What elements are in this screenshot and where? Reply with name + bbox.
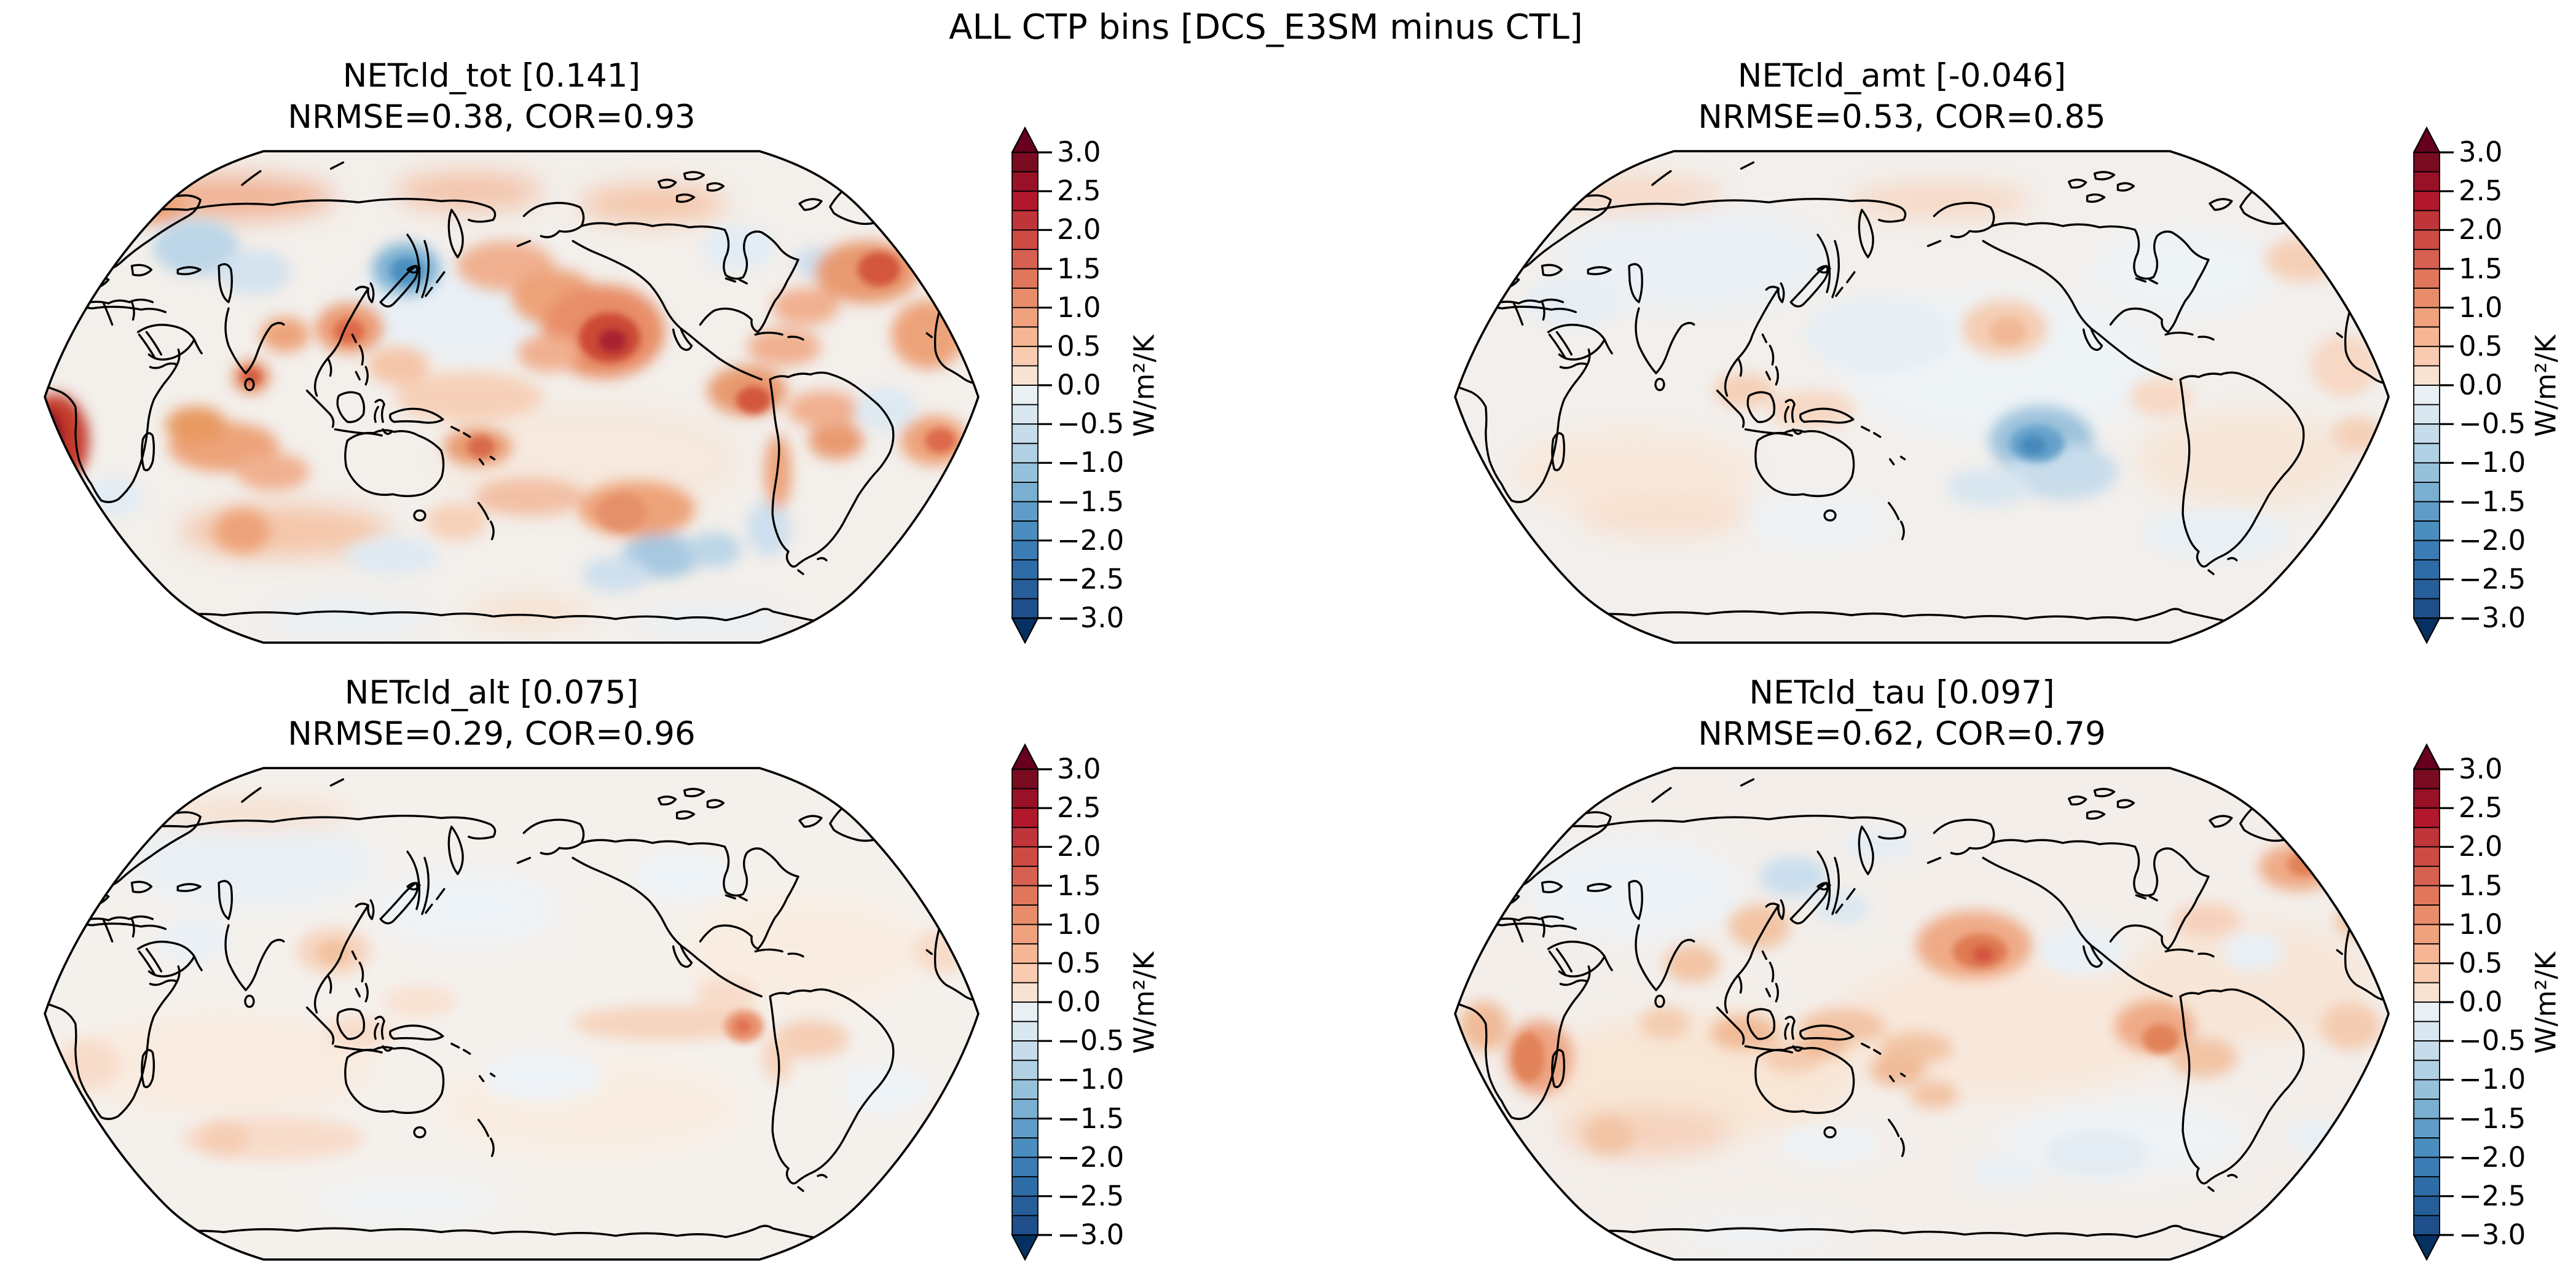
map-netcld-alt [44,767,980,1261]
panel-title-line: NETcld_tau [0.097] [1749,674,2055,712]
colorbar-tick-label: 1.5 [2459,252,2503,285]
colorbar: 3.0 2.5 2.0 1.5 1.0 0.5 0.0 −0.5 −1.0 −1.5 −2.0 −2.… [2413,742,2542,1277]
colorbar-tick-label: 1.0 [1057,291,1101,324]
colorbar-tick-label: −1.5 [2459,1102,2526,1135]
panel-title-line: NETcld_tot [0.141] [342,57,641,95]
colorbar-svg [2413,126,2454,645]
colorbar-tick-label: −3.0 [1057,602,1125,634]
colorbar-tick-label: 1.5 [1057,252,1101,285]
map-netcld-amt [1454,150,2390,644]
colorbar-tick-label: −2.5 [1057,562,1125,595]
colorbar-tick-label: −1.5 [2459,485,2526,518]
colorbar-tick-label: −1.5 [1057,485,1125,518]
colorbar-tick-label: 0.5 [1057,329,1101,363]
colorbar: 3.0 2.5 2.0 1.5 1.0 0.5 0.0 −0.5 −1.0 −1.5 −2.0 −2.… [1011,125,1141,660]
panel-title-netcld-tot: NETcld_tot [0.141] NRMSE=0.38, COR=0.93 [18,55,965,138]
panel-stats-line: NRMSE=0.38, COR=0.93 [288,98,696,136]
colorbar-tick-label: 3.0 [1057,136,1101,168]
colorbar-tick-label: 0.0 [1057,986,1101,1018]
colorbar: 3.0 2.5 2.0 1.5 1.0 0.5 0.0 −0.5 −1.0 −1.5 −2.0 −2.… [1011,742,1141,1277]
panel-title-netcld-amt: NETcld_amt [-0.046] NRMSE=0.53, COR=0.85 [1429,55,2375,138]
colorbar-tick-label: 3.0 [2459,753,2503,785]
figure-suptitle: ALL CTP bins [DCS_E3SM minus CTL] [949,7,1583,47]
colorbar-tick-label: 1.0 [2459,908,2503,941]
colorbar-tick-label: −1.0 [2459,1063,2526,1096]
map-netcld-tot [44,150,980,644]
colorbar-tick-label: −2.5 [2459,562,2526,595]
colorbar-tick-label: 2.0 [1057,213,1101,246]
colorbar-tick-label: −2.0 [1057,1140,1125,1174]
colorbar-tick-label: 2.0 [1057,830,1101,863]
panel-title-line: NETcld_amt [-0.046] [1737,57,2067,95]
colorbar-tick-label: −2.5 [2459,1179,2526,1212]
colorbar-tick-label: 0.5 [2459,329,2503,363]
colorbar-tick-label: 3.0 [1057,753,1101,785]
colorbar-tick-label: −2.0 [2459,523,2526,557]
colorbar-tick-label: 0.5 [1057,946,1101,979]
colorbar-tick-label: −1.0 [2459,446,2526,479]
colorbar-tick-label: −2.0 [1057,523,1125,557]
panel-title-netcld-alt: NETcld_alt [0.075] NRMSE=0.29, COR=0.96 [18,672,965,755]
colorbar-unit-label: W/m²/K [2529,334,2562,437]
colorbar-tick-label: 2.0 [2459,830,2503,863]
colorbar-svg [2413,743,2454,1261]
colorbar-tick-label: −1.0 [1057,446,1125,479]
colorbar-unit-label: W/m²/K [1128,334,1161,437]
colorbar-tick-label: 0.0 [1057,369,1101,401]
colorbar-tick-label: 2.0 [2459,213,2503,246]
panel-title-line: NETcld_alt [0.075] [344,674,639,712]
colorbar-tick-label: 1.5 [2459,869,2503,902]
panel-title-netcld-tau: NETcld_tau [0.097] NRMSE=0.62, COR=0.79 [1429,672,2375,755]
colorbar-tick-label: −3.0 [2459,602,2526,634]
colorbar-tick-label: −0.5 [2459,1024,2526,1057]
panel-stats-line: NRMSE=0.62, COR=0.79 [1698,715,2106,753]
colorbar-tick-label: −1.0 [1057,1063,1125,1096]
colorbar-tick-label: −2.5 [1057,1179,1125,1212]
colorbar-tick-label: 2.5 [2459,791,2503,825]
colorbar-svg [1011,126,1052,645]
colorbar-tick-label: −0.5 [1057,407,1125,441]
colorbar-tick-label: 2.5 [1057,174,1101,208]
colorbar-unit-label: W/m²/K [1128,951,1161,1054]
colorbar-tick-label: 2.5 [1057,791,1101,825]
colorbar-tick-label: 1.0 [1057,908,1101,941]
colorbar-tick-label: 1.5 [1057,869,1101,902]
colorbar-svg [1011,743,1052,1261]
colorbar-tick-label: 1.0 [2459,291,2503,324]
colorbar-tick-label: −2.0 [2459,1140,2526,1174]
colorbar-unit-label: W/m²/K [2529,951,2562,1054]
map-netcld-tau [1454,767,2390,1261]
colorbar-tick-label: −1.5 [1057,1102,1125,1135]
colorbar-tick-label: 3.0 [2459,136,2503,168]
colorbar-tick-label: −0.5 [1057,1024,1125,1057]
colorbar-tick-label: −3.0 [1057,1218,1125,1251]
colorbar-tick-label: 2.5 [2459,174,2503,208]
colorbar-tick-label: 0.0 [2459,369,2503,401]
colorbar-tick-label: −0.5 [2459,407,2526,441]
colorbar-tick-label: 0.0 [2459,986,2503,1018]
colorbar-tick-label: 0.5 [2459,946,2503,979]
panel-stats-line: NRMSE=0.53, COR=0.85 [1698,98,2106,136]
colorbar: 3.0 2.5 2.0 1.5 1.0 0.5 0.0 −0.5 −1.0 −1.5 −2.0 −2.… [2413,125,2542,660]
panel-stats-line: NRMSE=0.29, COR=0.96 [288,715,696,753]
colorbar-tick-label: −3.0 [2459,1218,2526,1251]
